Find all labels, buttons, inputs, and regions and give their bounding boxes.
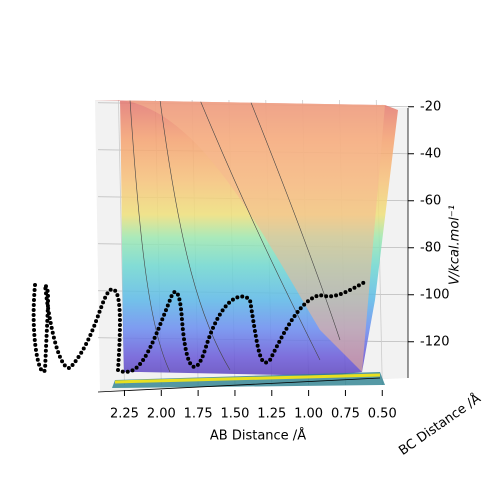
z-tick-label: -80	[420, 240, 441, 255]
z-tick-label: -120	[420, 334, 450, 349]
z-tick-label: -100	[420, 287, 450, 302]
x-tick-label: 2.00	[147, 407, 176, 422]
trajectory	[31, 279, 367, 374]
contour-line	[114, 373, 381, 384]
x-axis	[97, 377, 381, 393]
x-tick-label: 1.50	[220, 407, 249, 422]
z-axis-label: V/kcal.mol⁻¹	[448, 205, 463, 285]
x-tick-label: 1.00	[294, 407, 323, 422]
y-axis-label: BC Distance /Å	[396, 390, 484, 458]
x-axis-label: AB Distance /Å	[210, 428, 306, 444]
surface	[95, 100, 398, 376]
x-tick-label: 2.25	[110, 407, 139, 422]
x-tick-label: 0.50	[368, 407, 397, 422]
x-tick-label: 0.75	[331, 407, 360, 422]
x-tick-label: 1.25	[257, 407, 286, 422]
z-tick-label: -60	[420, 193, 441, 208]
x-tick-label: 1.75	[184, 407, 213, 422]
z-tick-label: -20	[420, 99, 441, 114]
z-tick-label: -40	[420, 146, 441, 161]
